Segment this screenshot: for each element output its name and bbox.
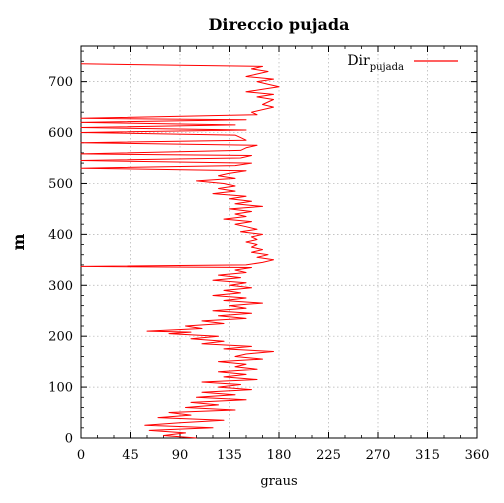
y-tick-label: 0 — [65, 432, 73, 447]
axis-ticks — [80, 46, 478, 439]
series-group — [80, 63, 280, 439]
y-tick-label: 600 — [48, 126, 73, 141]
x-tick-label: 180 — [267, 448, 292, 463]
y-tick-label: 400 — [48, 228, 73, 243]
x-tick-label: 360 — [465, 448, 490, 463]
x-tick-label: 90 — [172, 448, 189, 463]
x-tick-label: 0 — [77, 448, 85, 463]
y-tick-label: 200 — [48, 330, 73, 345]
x-tick-label: 45 — [122, 448, 139, 463]
chart-title: Direccio pujada — [209, 15, 350, 34]
y-tick-label: 700 — [48, 75, 73, 90]
y-axis-label: m — [9, 233, 28, 250]
y-tick-label: 500 — [48, 177, 73, 192]
y-tick-label: 300 — [48, 279, 73, 294]
y-tick-label: 100 — [48, 381, 73, 396]
grid — [81, 46, 477, 438]
x-axis-label: graus — [260, 474, 297, 489]
legend-label-subscript: pujada — [370, 62, 404, 73]
x-tick-label: 315 — [415, 448, 440, 463]
legend-label-base: Dir — [347, 53, 370, 69]
series-line-0 — [80, 63, 280, 439]
x-tick-labels: 0 45 90 135 180 225 270 315 360 — [77, 448, 490, 463]
x-tick-label: 270 — [366, 448, 391, 463]
y-tick-labels: 0 100 200 300 400 500 600 700 — [48, 75, 73, 446]
legend: Dirpujada — [347, 53, 458, 73]
x-tick-label: 135 — [217, 448, 242, 463]
x-tick-label: 225 — [316, 448, 341, 463]
legend-label: Dirpujada — [347, 53, 404, 73]
